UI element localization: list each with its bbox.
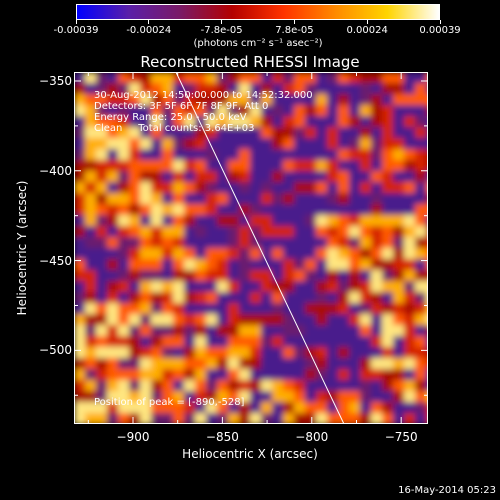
x-tick-label: −850 xyxy=(205,430,239,444)
colorbar-tick-label: -0.00039 xyxy=(53,25,99,36)
annotation-time: 30-Aug-2012 14:50:00.000 to 14:52:32.000 xyxy=(94,90,313,101)
colorbar-tick-label: 7.8e-05 xyxy=(275,25,314,36)
colorbar-tick xyxy=(148,20,150,24)
colorbar-tick xyxy=(293,20,295,24)
x-axis-label: Heliocentric X (arcsec) xyxy=(182,447,318,461)
intensity-field xyxy=(74,72,428,424)
colorbar-tick xyxy=(75,20,77,24)
annotation-detectors: Detectors: 3F 5F 6F 7F 8F 9F, Att 0 xyxy=(94,101,269,112)
y-tick-label: −500 xyxy=(39,343,72,358)
plot-frame xyxy=(74,72,428,424)
colorbar-tick-label: 0.00039 xyxy=(419,25,461,36)
footer-timestamp: 16-May-2014 05:23 xyxy=(398,485,496,496)
y-tick-label: −450 xyxy=(39,253,72,268)
colorbar-tick xyxy=(221,20,223,24)
annotation-counts: Clean Total counts: 3.64E+03 xyxy=(94,123,255,134)
axis-tick-marks xyxy=(74,72,428,424)
x-tick-label: −800 xyxy=(295,430,329,444)
colorbar xyxy=(76,4,440,20)
solar-limb-line xyxy=(175,72,345,424)
colorbar-units: (photons cm⁻² s⁻¹ asec⁻²) xyxy=(193,38,323,49)
colorbar-tick xyxy=(439,20,441,24)
y-tick-label: −400 xyxy=(39,163,72,178)
colorbar-tick-label: -7.8e-05 xyxy=(200,25,243,36)
y-axis-label: Heliocentric Y (arcsec) xyxy=(15,180,29,316)
plot-title: Reconstructed RHESSI Image xyxy=(140,53,360,71)
y-tick-label: −350 xyxy=(39,73,72,88)
annotation-energy: Energy Range: 25.0 - 50.0 keV xyxy=(94,112,247,123)
x-tick-label: −750 xyxy=(384,430,418,444)
colorbar-tick-label: 0.00024 xyxy=(346,25,388,36)
colorbar-tick-label: -0.00024 xyxy=(126,25,172,36)
peak-position-annotation: Position of peak = [-890,-528] xyxy=(94,397,245,408)
heatmap-plot xyxy=(74,72,428,424)
colorbar-tick xyxy=(366,20,368,24)
x-tick-label: −900 xyxy=(116,430,150,444)
